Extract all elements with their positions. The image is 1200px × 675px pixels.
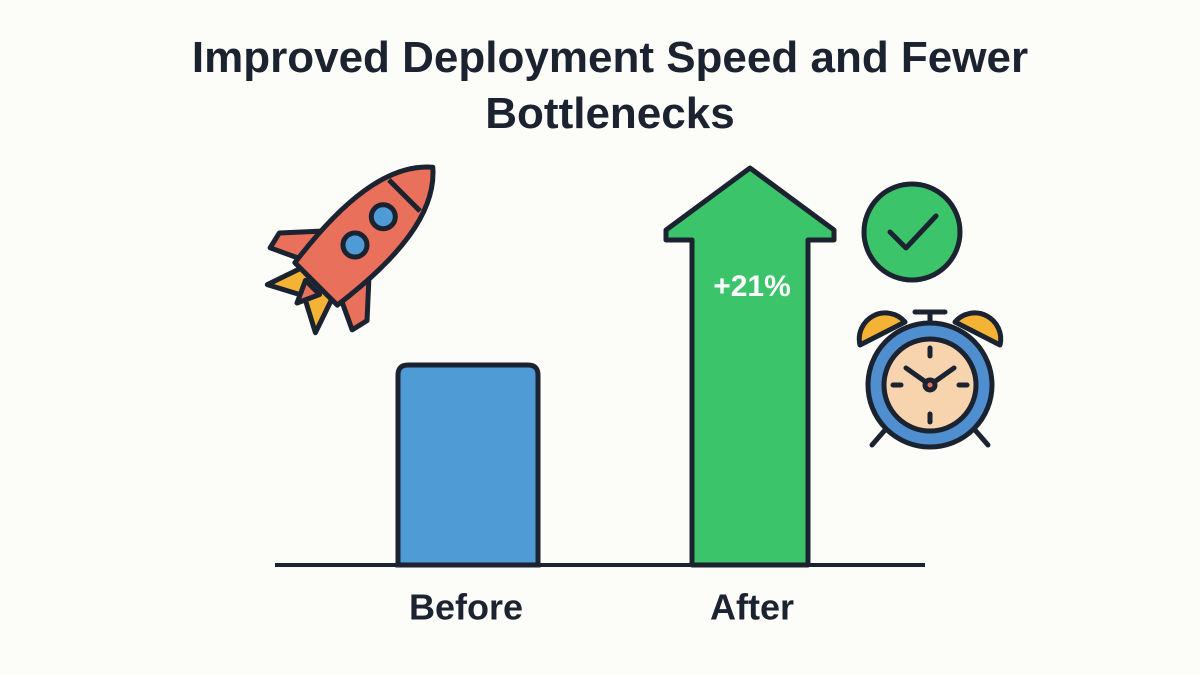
arrow-bar <box>663 165 837 568</box>
rocket-icon <box>264 164 436 336</box>
check-icon <box>861 181 963 283</box>
category-label: Before <box>409 587 523 628</box>
clock-icon <box>856 309 1004 450</box>
annotation: +21% <box>713 270 791 303</box>
category-label: After <box>710 587 794 628</box>
chart-title: Improved Deployment Speed and Fewer Bott… <box>191 33 1029 138</box>
bar <box>395 362 541 568</box>
